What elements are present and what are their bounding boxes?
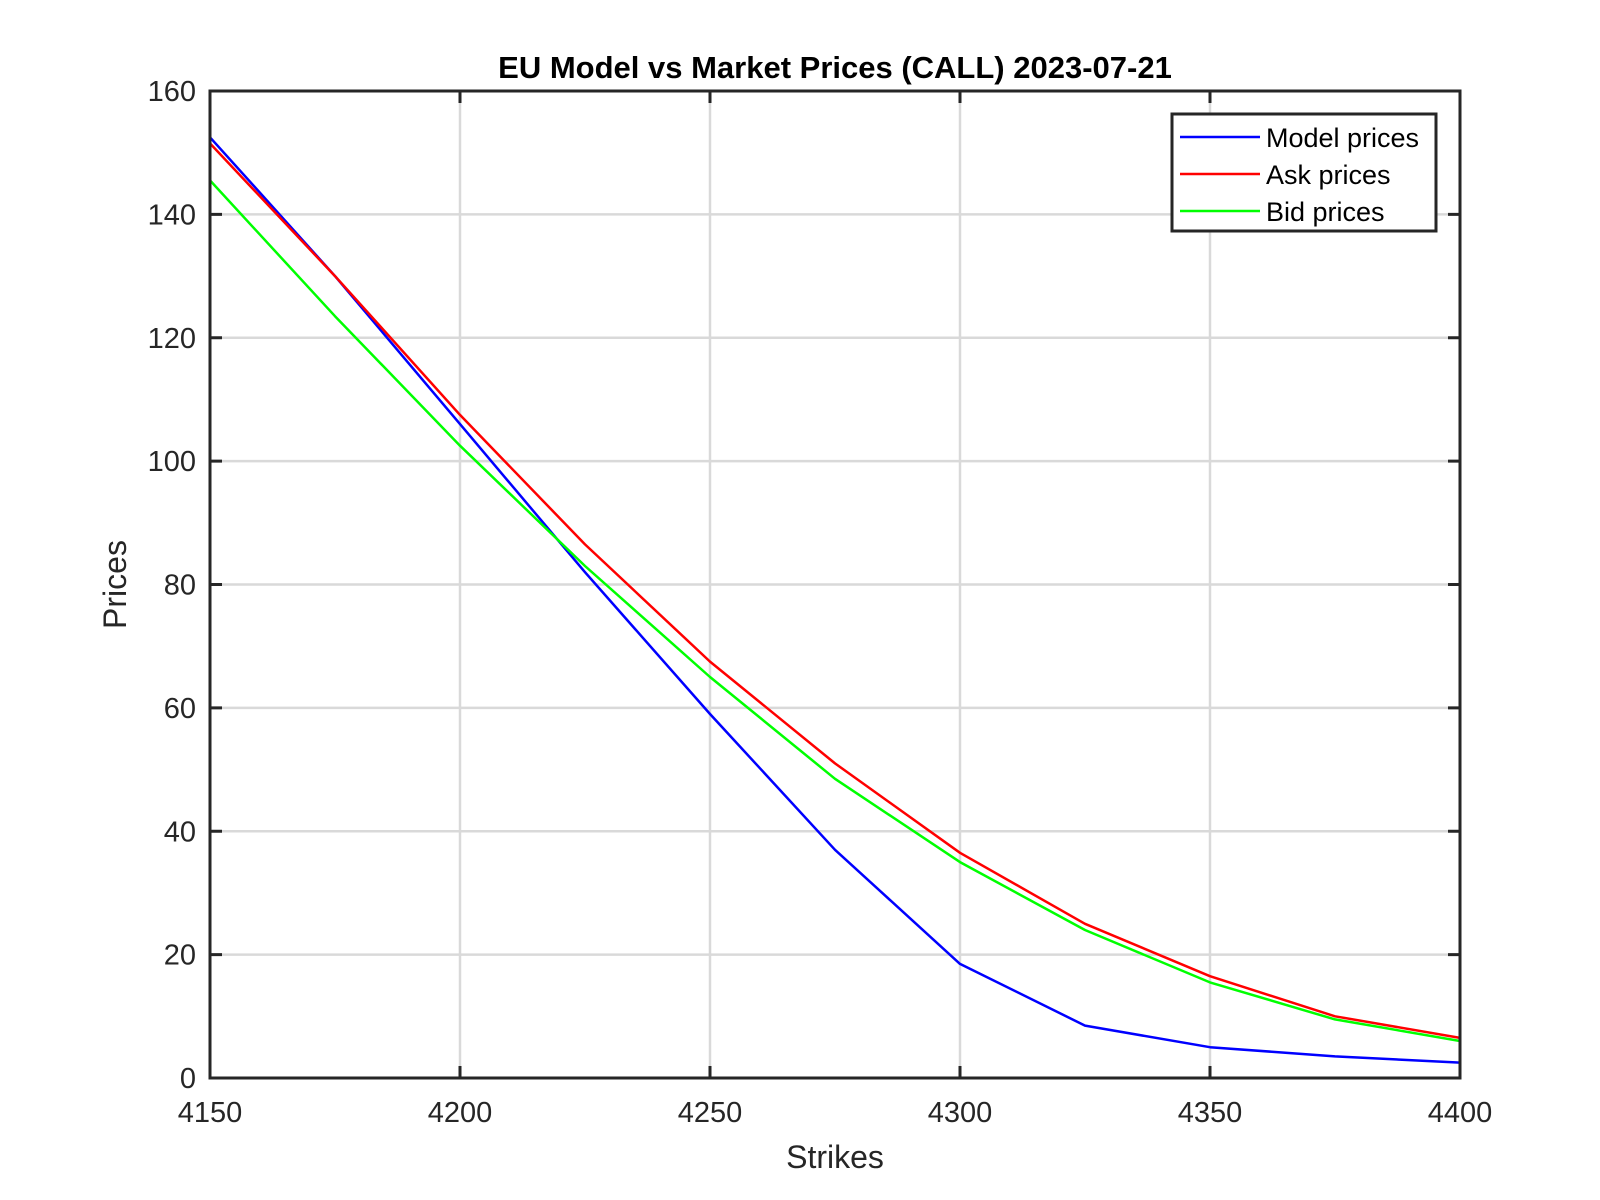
y-tick-label: 80 (164, 570, 196, 602)
series-lines (209, 136, 1461, 1064)
y-tick-label: 0 (180, 1063, 196, 1095)
x-tick-label: 4350 (1178, 1097, 1243, 1129)
y-tick-label: 100 (148, 446, 196, 478)
legend-entry-label: Ask prices (1266, 160, 1391, 190)
y-axis-label: Prices (97, 540, 133, 629)
x-axis-label: Strikes (786, 1139, 884, 1175)
x-tick-label: 4300 (928, 1097, 993, 1129)
series-line-ask-prices (209, 142, 1461, 1040)
chart-title: EU Model vs Market Prices (CALL) 2023-07… (498, 50, 1172, 85)
legend: Model prices Ask prices Bid prices (1170, 112, 1438, 233)
y-tick-label: 120 (148, 323, 196, 355)
legend-entry-label: Bid prices (1266, 197, 1385, 227)
series-line-bid-prices (209, 179, 1461, 1043)
x-tick-label: 4250 (678, 1097, 743, 1129)
x-tick-label: 4150 (178, 1097, 243, 1129)
x-tick-label: 4200 (428, 1097, 493, 1129)
y-tick-label: 20 (164, 940, 196, 972)
series-line-model-prices (209, 136, 1461, 1064)
x-tick-label: 4400 (1428, 1097, 1493, 1129)
y-tick-label: 40 (164, 816, 196, 848)
y-tick-label: 160 (148, 76, 196, 108)
legend-entry-label: Model prices (1266, 123, 1419, 153)
y-tick-label: 140 (148, 199, 196, 231)
y-tick-label: 60 (164, 693, 196, 725)
axis-ticks: 4150 4200 4250 4300 4350 4400 0 20 40 60 80 100 120 1… (148, 76, 1493, 1129)
